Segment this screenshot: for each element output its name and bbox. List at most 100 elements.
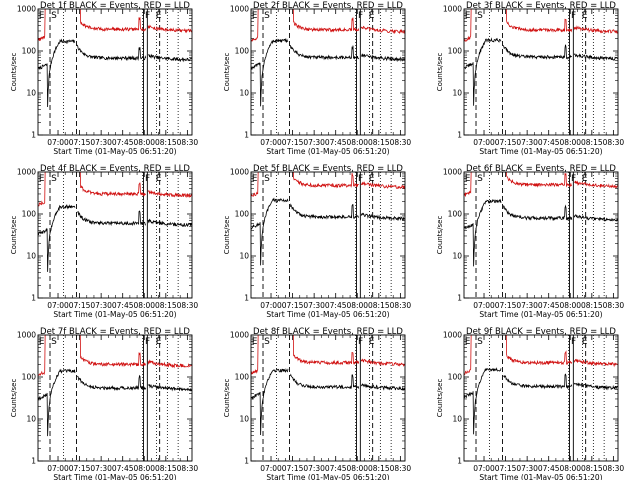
panel-det-9: Det 9f BLACK = Events, RED = LLD 1 10 100 10… — [436, 327, 624, 480]
y-tick-label: 1000 — [443, 168, 462, 177]
x-tick-label: 07:30 — [516, 138, 538, 147]
x-axis-label: Start Time (01-May-05 06:51:20) — [479, 310, 602, 319]
panel-title: Det 6f BLACK = Events, RED = LLD — [466, 164, 616, 174]
flag-label: E — [369, 337, 375, 347]
events-rate-line — [502, 44, 573, 60]
y-tick-label: 1000 — [17, 5, 36, 14]
flag-label: E — [39, 11, 45, 21]
lld-rate-line — [38, 9, 46, 42]
flag-label: E — [156, 174, 162, 184]
lld-rate-line — [147, 189, 192, 199]
y-tick-label: 1000 — [17, 331, 36, 340]
events-rate-line — [361, 52, 405, 63]
events-rate-line — [573, 382, 618, 391]
x-tick-label: 08:00 — [346, 301, 368, 310]
flag-label: S — [477, 11, 483, 21]
panel-det-8: Det 8f BLACK = Events, RED = LLD 1 10 100 10… — [223, 327, 411, 480]
panel-title: Det 4f BLACK = Events, RED = LLD — [40, 164, 190, 174]
lld-rate-line — [464, 172, 472, 197]
y-tick-label: 100 — [22, 373, 37, 382]
flag-label: F — [145, 337, 150, 347]
plot-frame — [37, 8, 193, 136]
flag-label: S — [477, 174, 483, 184]
x-tick-label: 08:30 — [177, 464, 199, 473]
x-tick-label: 07:45 — [325, 464, 347, 473]
y-tick-label: 10 — [239, 252, 249, 261]
events-rate-line — [502, 204, 573, 222]
flag-label: F — [358, 337, 363, 347]
x-tick-label: 08:00 — [133, 138, 155, 147]
x-tick-label: 07:15 — [282, 301, 304, 310]
lld-rate-line — [79, 172, 147, 197]
flag-label: E — [39, 174, 45, 184]
y-tick-label: 1000 — [443, 331, 462, 340]
y-axis-label: Counts/sec — [10, 379, 18, 418]
x-tick-label: 07:15 — [495, 138, 517, 147]
y-axis-label: Counts/sec — [436, 53, 444, 92]
events-rate-line — [251, 368, 289, 436]
x-tick-label: 07:00 — [260, 138, 282, 147]
x-tick-label: 07:00 — [47, 301, 69, 310]
y-tick-label: 1 — [457, 294, 462, 303]
lld-rate-line — [573, 358, 618, 368]
flag-label: F — [358, 11, 363, 21]
flag-label: F — [145, 11, 150, 21]
lld-rate-line — [360, 181, 405, 189]
flag-label: E — [252, 337, 258, 347]
y-tick-label: 1 — [244, 294, 249, 303]
panel-det-2: Det 2f BLACK = Events, RED = LLD 1 10 100 10… — [223, 1, 411, 156]
y-tick-label: 1 — [244, 131, 249, 140]
events-rate-line — [289, 373, 360, 390]
x-tick-label: 07:45 — [325, 301, 347, 310]
x-axis-label: Start Time (01-May-05 06:51:20) — [53, 473, 176, 480]
panel-det-5: Det 5f BLACK = Events, RED = LLD 1 10 100 10… — [223, 164, 411, 319]
flag-label: S — [264, 337, 270, 347]
x-tick-label: 07:00 — [473, 138, 495, 147]
x-tick-label: 08:30 — [603, 464, 625, 473]
events-rate-line — [147, 53, 192, 63]
events-rate-line — [76, 374, 147, 391]
x-tick-label: 08:15 — [581, 138, 603, 147]
x-tick-label: 07:00 — [260, 464, 282, 473]
x-tick-label: 08:00 — [133, 301, 155, 310]
plot-frame — [463, 171, 619, 299]
x-tick-label: 07:00 — [473, 464, 495, 473]
x-tick-label: 07:00 — [473, 301, 495, 310]
x-tick-label: 08:00 — [346, 138, 368, 147]
x-tick-label: 08:30 — [390, 138, 412, 147]
plot-frame — [250, 171, 406, 299]
lld-rate-line — [293, 172, 359, 189]
y-tick-label: 1 — [244, 457, 249, 466]
x-axis-label: Start Time (01-May-05 06:51:20) — [266, 473, 389, 480]
x-tick-label: 07:15 — [495, 464, 517, 473]
panel-title: Det 9f BLACK = Events, RED = LLD — [466, 327, 616, 337]
flag-label: E — [156, 11, 162, 21]
events-rate-line — [76, 44, 147, 62]
plot-frame — [37, 334, 193, 462]
lld-rate-line — [292, 9, 360, 33]
events-rate-line — [289, 203, 360, 220]
x-tick-label: 08:00 — [559, 301, 581, 310]
y-tick-label: 100 — [235, 210, 250, 219]
flag-label: E — [582, 337, 588, 347]
x-tick-label: 07:15 — [69, 464, 91, 473]
x-tick-label: 08:30 — [603, 138, 625, 147]
flag-label: F — [358, 174, 363, 184]
lld-rate-line — [360, 358, 405, 367]
plot-frame — [250, 334, 406, 462]
x-tick-label: 08:15 — [368, 138, 390, 147]
x-tick-label: 07:45 — [538, 301, 560, 310]
x-tick-label: 07:15 — [69, 301, 91, 310]
x-tick-label: 07:30 — [90, 301, 112, 310]
flag-label: S — [264, 174, 270, 184]
flag-label: S — [51, 337, 57, 347]
x-tick-label: 07:45 — [538, 138, 560, 147]
y-tick-label: 10 — [239, 415, 249, 424]
lld-rate-line — [147, 24, 192, 34]
events-rate-line — [38, 204, 76, 272]
events-rate-line — [147, 218, 192, 228]
events-rate-line — [464, 37, 502, 106]
x-tick-label: 07:30 — [303, 464, 325, 473]
y-tick-label: 1 — [31, 457, 36, 466]
